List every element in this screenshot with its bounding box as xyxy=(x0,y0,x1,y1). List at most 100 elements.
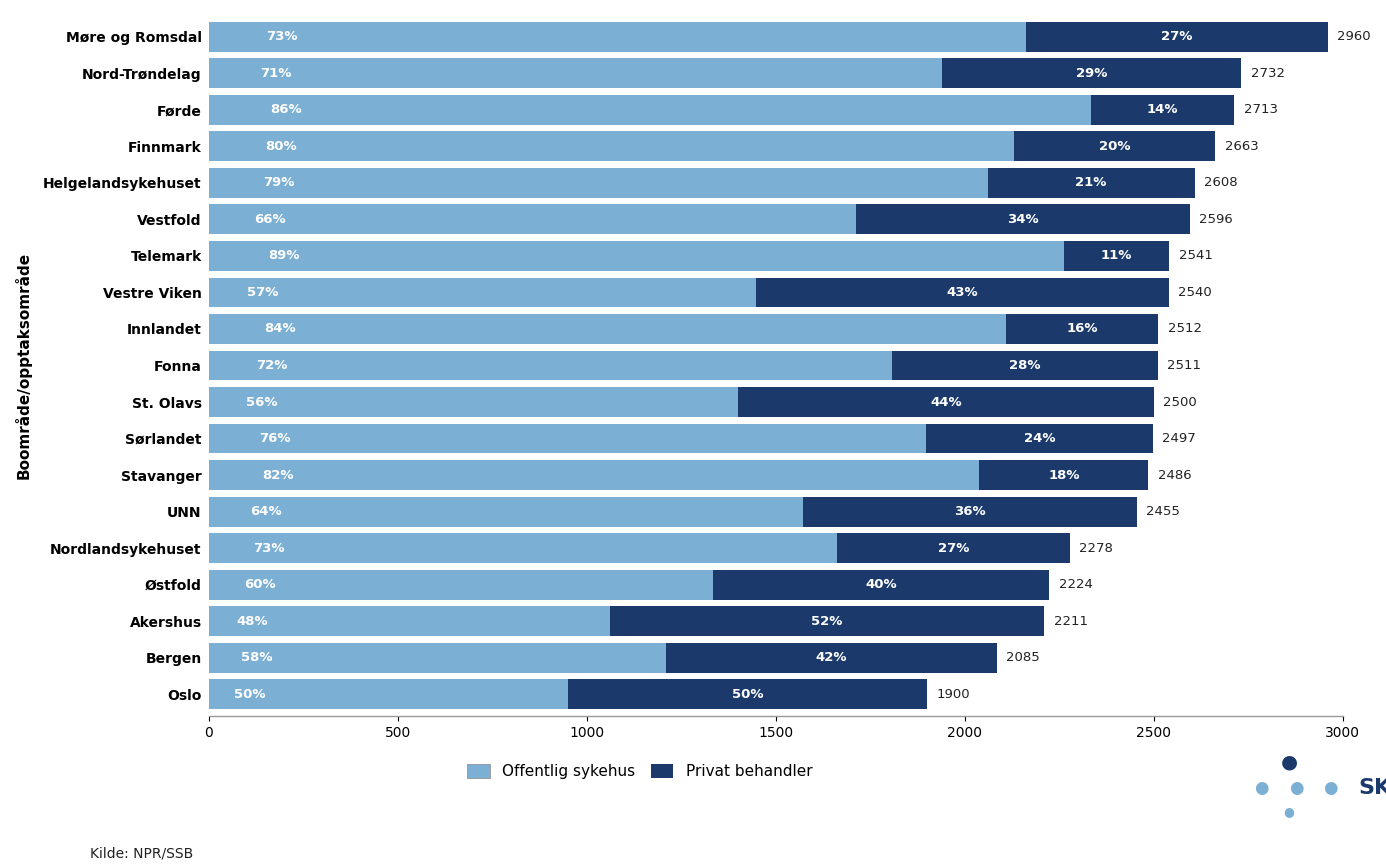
Text: 2540: 2540 xyxy=(1178,286,1211,299)
Bar xyxy=(1006,314,1159,344)
Text: 64%: 64% xyxy=(251,505,281,518)
Bar xyxy=(714,570,1049,599)
Bar xyxy=(755,277,1168,307)
Bar xyxy=(209,387,737,417)
Text: 2511: 2511 xyxy=(1167,359,1202,372)
Text: 43%: 43% xyxy=(947,286,979,299)
Bar xyxy=(1063,241,1170,271)
Text: 58%: 58% xyxy=(241,651,272,664)
Bar xyxy=(568,679,927,709)
Text: 50%: 50% xyxy=(234,688,265,701)
Text: 86%: 86% xyxy=(270,103,302,116)
Text: 72%: 72% xyxy=(256,359,288,372)
Text: 2211: 2211 xyxy=(1053,615,1088,628)
Text: 2596: 2596 xyxy=(1199,213,1234,226)
Text: 2085: 2085 xyxy=(1006,651,1040,664)
Bar xyxy=(209,351,893,380)
Text: 50%: 50% xyxy=(732,688,764,701)
Bar xyxy=(209,168,988,198)
Text: 79%: 79% xyxy=(263,177,295,190)
Text: 73%: 73% xyxy=(266,30,298,43)
Text: 52%: 52% xyxy=(811,615,843,628)
Text: 11%: 11% xyxy=(1100,249,1132,262)
Text: 1900: 1900 xyxy=(937,688,970,701)
Text: 27%: 27% xyxy=(1161,30,1192,43)
Text: ●: ● xyxy=(1254,779,1268,797)
Bar xyxy=(737,387,1153,417)
Text: 2455: 2455 xyxy=(1146,505,1179,518)
Bar xyxy=(1091,95,1235,125)
Text: 40%: 40% xyxy=(865,578,897,591)
Legend: Offentlig sykehus, Privat behandler: Offentlig sykehus, Privat behandler xyxy=(462,759,818,785)
Text: 2608: 2608 xyxy=(1204,177,1238,190)
Text: 2732: 2732 xyxy=(1252,67,1285,80)
Text: 27%: 27% xyxy=(938,541,969,554)
Y-axis label: Boområde/opptaksområde: Boområde/opptaksområde xyxy=(15,252,32,479)
Text: SKDE: SKDE xyxy=(1358,778,1386,798)
Text: 34%: 34% xyxy=(1008,213,1040,226)
Text: ●: ● xyxy=(1281,753,1297,772)
Text: 73%: 73% xyxy=(252,541,284,554)
Text: 29%: 29% xyxy=(1076,67,1107,80)
Text: 16%: 16% xyxy=(1067,322,1098,335)
Bar xyxy=(857,204,1191,235)
Text: 36%: 36% xyxy=(954,505,985,518)
Bar xyxy=(209,132,1015,161)
Text: ●: ● xyxy=(1324,779,1337,797)
Text: 82%: 82% xyxy=(262,469,294,481)
Text: 20%: 20% xyxy=(1099,140,1131,153)
Text: 14%: 14% xyxy=(1146,103,1178,116)
Text: 44%: 44% xyxy=(930,396,962,409)
Bar xyxy=(837,533,1070,563)
Bar xyxy=(926,423,1153,454)
Bar xyxy=(610,606,1045,636)
Bar xyxy=(209,496,802,527)
Bar xyxy=(209,241,1063,271)
Bar xyxy=(1015,132,1216,161)
Bar xyxy=(209,314,1006,344)
Text: 21%: 21% xyxy=(1076,177,1107,190)
Text: 2486: 2486 xyxy=(1157,469,1192,481)
Bar xyxy=(980,460,1149,490)
Bar xyxy=(209,277,755,307)
Text: 60%: 60% xyxy=(244,578,276,591)
Bar xyxy=(209,58,942,88)
Bar xyxy=(209,679,568,709)
Bar xyxy=(665,643,997,673)
Bar xyxy=(1026,22,1328,52)
Bar xyxy=(209,643,665,673)
Text: 66%: 66% xyxy=(254,213,286,226)
Text: 2512: 2512 xyxy=(1168,322,1202,335)
Bar xyxy=(209,533,837,563)
Bar xyxy=(209,423,926,454)
Bar xyxy=(209,460,980,490)
Text: 56%: 56% xyxy=(245,396,277,409)
Bar xyxy=(209,570,714,599)
Text: 2713: 2713 xyxy=(1243,103,1278,116)
Text: 2278: 2278 xyxy=(1080,541,1113,554)
Text: 2224: 2224 xyxy=(1059,578,1092,591)
Bar xyxy=(942,58,1242,88)
Text: Kilde: NPR/SSB: Kilde: NPR/SSB xyxy=(90,846,193,860)
Text: 18%: 18% xyxy=(1048,469,1080,481)
Bar xyxy=(209,22,1026,52)
Text: 71%: 71% xyxy=(261,67,291,80)
Bar xyxy=(988,168,1195,198)
Text: 80%: 80% xyxy=(265,140,297,153)
Text: ●: ● xyxy=(1283,805,1295,818)
Text: 57%: 57% xyxy=(247,286,279,299)
Text: 48%: 48% xyxy=(237,615,269,628)
Text: 2663: 2663 xyxy=(1225,140,1258,153)
Text: 2541: 2541 xyxy=(1178,249,1213,262)
Bar xyxy=(802,496,1137,527)
Text: 89%: 89% xyxy=(269,249,299,262)
Bar xyxy=(893,351,1157,380)
Text: 84%: 84% xyxy=(265,322,297,335)
Bar xyxy=(209,95,1091,125)
Text: 42%: 42% xyxy=(815,651,847,664)
Text: 24%: 24% xyxy=(1024,432,1055,445)
Text: ●: ● xyxy=(1289,779,1303,797)
Text: 2497: 2497 xyxy=(1161,432,1196,445)
Bar xyxy=(209,606,610,636)
Text: 28%: 28% xyxy=(1009,359,1041,372)
